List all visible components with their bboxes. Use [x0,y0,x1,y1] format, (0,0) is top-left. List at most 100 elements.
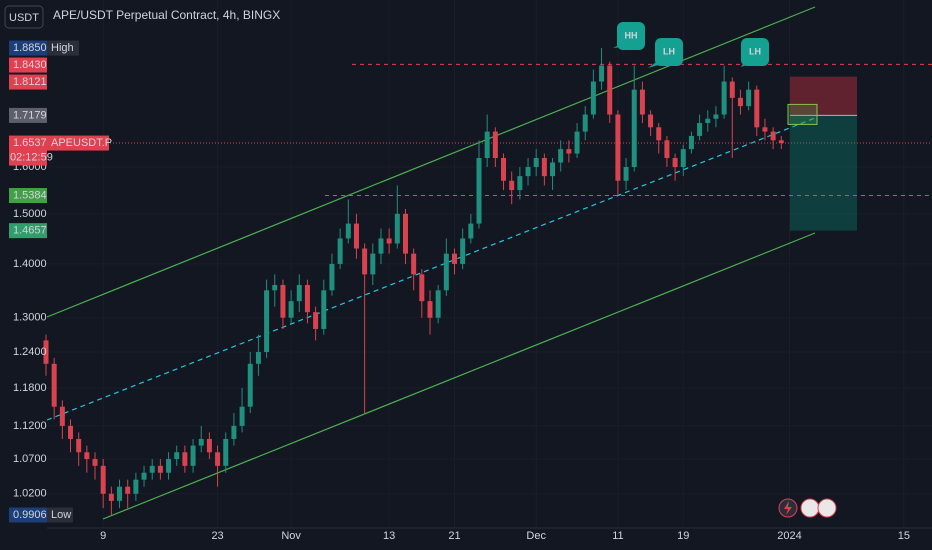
candle-body [501,157,507,181]
countdown: 02:12:59 [10,151,53,163]
candle-body [394,213,400,244]
candle-body [125,486,131,494]
price-label-box [9,507,47,523]
candle-body [223,438,229,466]
candle-body [648,114,654,128]
candle-body [402,213,408,254]
candle-body [239,406,245,426]
y-tick-label: 1.0700 [13,453,47,465]
y-tick-label: 1.0200 [13,488,47,500]
candle-body [615,114,621,181]
candle-body [43,340,49,364]
candle-body [639,89,645,115]
x-tick-label: 2024 [777,530,801,542]
callout [655,38,683,66]
candle-body [664,140,670,158]
candle-body [672,157,678,168]
candle-body [362,248,368,275]
callout [617,22,645,50]
candle-body [550,162,556,177]
candle-body [353,223,359,249]
candle-body [713,114,719,119]
price-tag-box [47,507,73,523]
candle-body [533,157,539,168]
x-tick-label: 15 [898,530,910,542]
candle-body [582,114,588,132]
candle-body [443,253,449,291]
candle-body [182,452,188,466]
y-tick-label: 1.2400 [13,346,47,358]
candle-body [697,123,703,136]
callout-label: LH [663,46,675,56]
annotations: HH LH LH [613,22,769,68]
candle-body [778,140,784,144]
currency-button[interactable] [4,5,44,29]
candle-body [509,180,515,191]
candle-body [525,167,531,177]
candle-body [296,284,302,302]
candle-body [623,167,629,181]
candle-body [190,445,196,466]
price-label: 1.8121 [13,76,47,88]
candle-body [680,149,686,168]
x-tick-label: Dec [526,530,546,542]
candle-body [321,290,327,329]
candle-body [607,65,613,115]
candle-body [108,493,114,501]
candle-body [255,352,261,364]
candle-body [215,452,221,466]
candle-body [599,65,605,82]
candle-body [427,301,433,318]
candle-body [84,452,90,460]
candle-body [288,301,294,318]
candle-body [574,131,580,154]
candle-body [337,238,343,264]
candle-body [435,290,441,318]
x-tick-label: 11 [612,530,623,542]
chart-title: APE/USDT Perpetual Contract, 4h, BINGX [53,8,280,22]
candle-body [737,97,743,107]
candle-body [460,238,466,264]
candle-body [729,81,735,98]
candle-body [117,486,123,501]
flag-icon[interactable] [817,498,837,518]
channel-mid [46,117,816,421]
position-tool [787,76,857,231]
candle-body [656,127,662,141]
target-zone [790,115,857,231]
x-tick-label: Nov [281,530,301,542]
candle-body [370,253,376,275]
candle-body [484,131,490,158]
y-tick-label: 1.3000 [13,312,47,324]
candle-body [247,363,253,407]
candle-body [762,127,768,132]
x-tick-label: 9 [100,530,106,542]
candle-body [419,274,425,302]
candles [43,48,784,515]
candle-body [133,479,139,494]
candle-body [280,284,286,318]
candle-body [566,149,572,154]
x-tick-label: 21 [448,530,460,542]
price-label-box [9,40,47,56]
price-tag: Low [51,509,71,521]
price-label-box [9,57,47,73]
flag-icon[interactable] [800,498,820,518]
candle-body [198,438,204,446]
candle-body [206,438,212,453]
x-tick-label: 23 [211,530,223,542]
price-label: 0.9906 [13,509,47,521]
y-axis: 1.60001.50001.40001.30001.24001.18001.12… [13,161,47,500]
candle-body [746,89,752,107]
y-tick-label: 1.1200 [13,420,47,432]
lightning-icon [784,501,792,515]
price-label: 1.4657 [13,225,47,237]
price-tag: High [51,42,74,54]
candle-body [754,89,760,128]
candle-body [51,363,57,407]
price-tag: APEUSDT.P [51,137,112,149]
candle-body [721,81,727,115]
candle-body [264,290,270,353]
candle-body [166,459,172,473]
